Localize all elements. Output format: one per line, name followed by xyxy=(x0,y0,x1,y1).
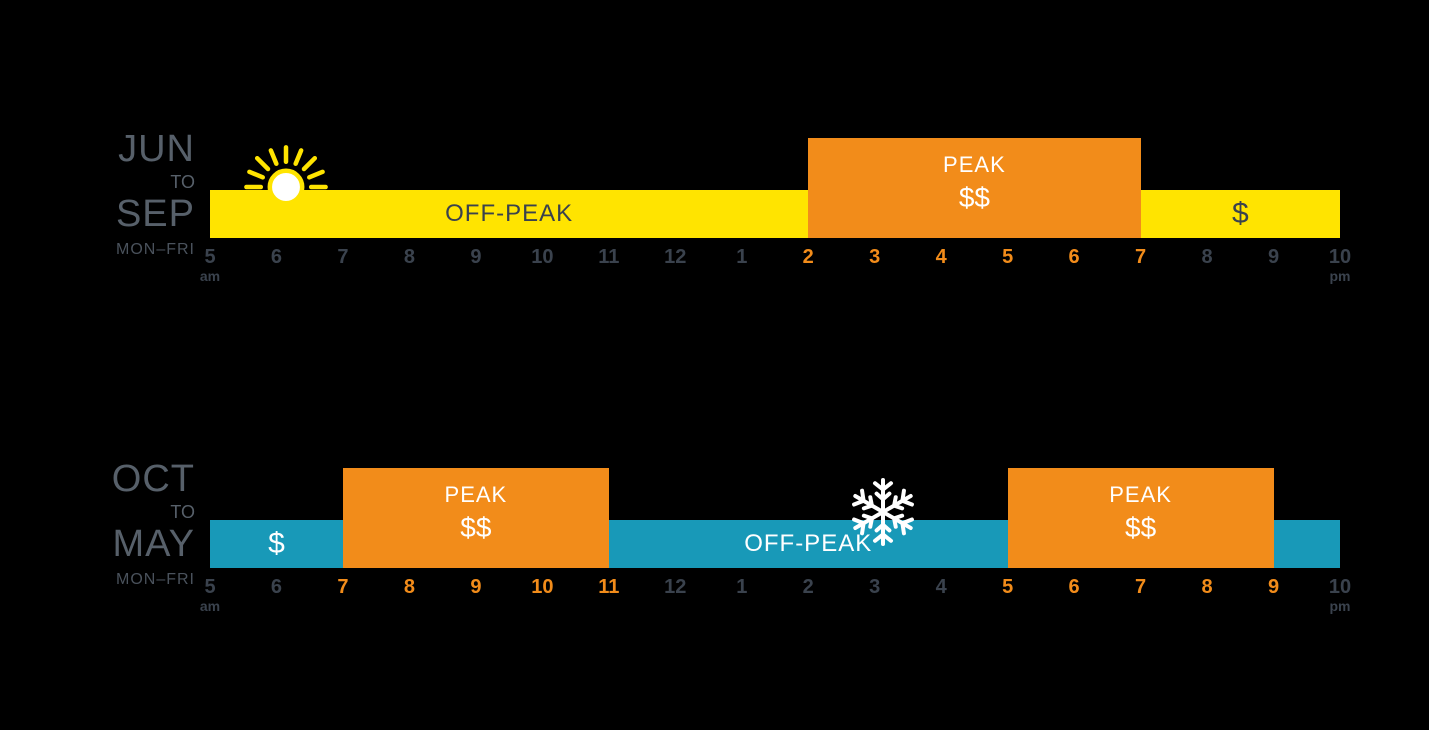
am-label: am xyxy=(190,598,230,614)
hour-tick: 7 xyxy=(323,246,363,269)
hour-tick: 7 xyxy=(323,576,363,599)
hours-row: 5678910111212345678910ampm xyxy=(210,246,1340,286)
offpeak-price: $ xyxy=(210,527,343,561)
peak-label: PEAK xyxy=(1008,482,1274,508)
peak-price: $$ xyxy=(808,182,1140,214)
hour-tick: 10 xyxy=(522,576,562,599)
hour-tick: 9 xyxy=(456,246,496,269)
peak-bar: PEAK $$ xyxy=(808,138,1140,238)
hour-tick: 1 xyxy=(722,246,762,269)
hour-tick: 5 xyxy=(190,576,230,599)
to-label: TO xyxy=(25,172,195,193)
offpeak-label: OFF-PEAK xyxy=(609,530,1008,558)
peak-bar: PEAK $$ xyxy=(1008,468,1274,568)
to-label: TO xyxy=(25,502,195,523)
days-label: MON–FRI xyxy=(25,571,195,589)
season-label-block: JUNTOSEP MON–FRI xyxy=(25,130,195,259)
timeline-winter: $PEAK$$OFF-PEAKPEAK$$ xyxy=(210,520,1340,568)
offpeak-label: OFF-PEAK xyxy=(210,200,808,228)
peak-price: $$ xyxy=(1008,512,1274,544)
hour-tick: 5 xyxy=(988,576,1028,599)
peak-bar: PEAK $$ xyxy=(343,468,609,568)
hour-tick: 6 xyxy=(1054,576,1094,599)
hour-tick: 4 xyxy=(921,246,961,269)
peak-label: PEAK xyxy=(343,482,609,508)
hour-tick: 10 xyxy=(1320,576,1360,599)
season-label-block: OCTTOMAY MON–FRI xyxy=(25,460,195,589)
hour-tick: 9 xyxy=(456,576,496,599)
hour-tick: 2 xyxy=(788,576,828,599)
hour-tick: 12 xyxy=(655,246,695,269)
month-from: OCT xyxy=(25,460,195,500)
hour-tick: 11 xyxy=(589,246,629,269)
hour-tick: 5 xyxy=(190,246,230,269)
hour-tick: 2 xyxy=(788,246,828,269)
hour-tick: 9 xyxy=(1254,246,1294,269)
hour-tick: 9 xyxy=(1254,576,1294,599)
hour-tick: 7 xyxy=(1121,576,1161,599)
hour-tick: 8 xyxy=(1187,246,1227,269)
peak-price: $$ xyxy=(343,512,609,544)
offpeak-price: $ xyxy=(1141,197,1340,231)
hour-tick: 8 xyxy=(389,576,429,599)
chart-canvas: JUNTOSEPMON–FRIOFF-PEAKPEAK$$$ 567891011… xyxy=(0,0,1429,730)
hour-tick: 8 xyxy=(389,246,429,269)
hour-tick: 6 xyxy=(256,246,296,269)
pm-label: pm xyxy=(1320,598,1360,614)
hour-tick: 10 xyxy=(522,246,562,269)
timeline-summer: OFF-PEAKPEAK$$$ xyxy=(210,190,1340,238)
hour-tick: 6 xyxy=(256,576,296,599)
hour-tick: 4 xyxy=(921,576,961,599)
hours-row: 5678910111212345678910ampm xyxy=(210,576,1340,616)
hour-tick: 12 xyxy=(655,576,695,599)
pm-label: pm xyxy=(1320,268,1360,284)
month-from: JUN xyxy=(25,130,195,170)
hour-tick: 8 xyxy=(1187,576,1227,599)
hour-tick: 3 xyxy=(855,576,895,599)
month-to: SEP xyxy=(25,195,195,235)
hour-tick: 1 xyxy=(722,576,762,599)
hour-tick: 6 xyxy=(1054,246,1094,269)
peak-label: PEAK xyxy=(808,152,1140,178)
hour-tick: 10 xyxy=(1320,246,1360,269)
hour-tick: 5 xyxy=(988,246,1028,269)
hour-tick: 7 xyxy=(1121,246,1161,269)
hour-tick: 11 xyxy=(589,576,629,599)
days-label: MON–FRI xyxy=(25,241,195,259)
month-to: MAY xyxy=(25,525,195,565)
hour-tick: 3 xyxy=(855,246,895,269)
am-label: am xyxy=(190,268,230,284)
